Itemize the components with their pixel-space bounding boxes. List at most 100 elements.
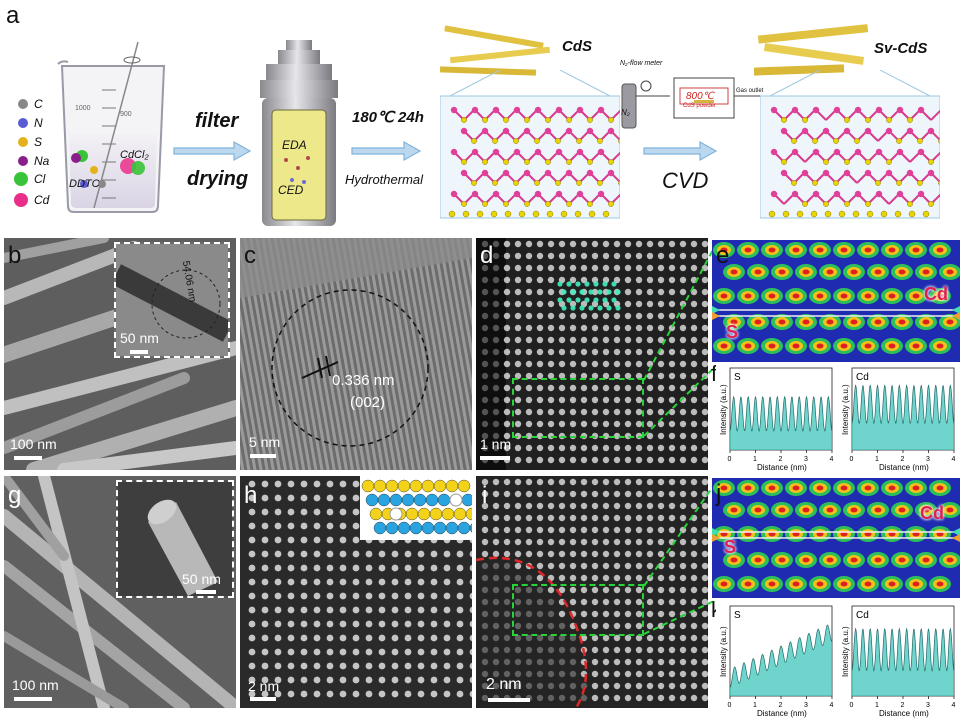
h-scale-bar (250, 697, 276, 701)
inset-h-model (360, 476, 472, 540)
panel-label-i: i (482, 482, 488, 509)
svg-text:3: 3 (926, 456, 930, 463)
svg-text:S: S (734, 610, 741, 621)
intensity-heatmap-e (712, 240, 960, 362)
selection-box-d (512, 378, 644, 438)
inset-g-scale-bar (196, 590, 216, 594)
furnace-label: CdS powder (683, 103, 717, 109)
intensity-map-e (712, 240, 960, 362)
panel-label-b: b (8, 242, 22, 269)
svg-text:Distance (nm): Distance (nm) (879, 463, 929, 472)
single-rod-tem (110, 244, 234, 356)
profile-chart-f-cd: Cd Intensity (a.u.) 0 1 2 3 4 Distance (nm) (841, 367, 956, 472)
legend-dot-icon (18, 99, 28, 109)
g-scale-label: 100 nm (12, 677, 59, 693)
haadf-image-d (476, 238, 708, 470)
svg-text:2: 2 (901, 702, 905, 709)
svg-text:4: 4 (952, 456, 956, 463)
beaker-scale: 1000 900 (75, 105, 132, 118)
svg-text:2: 2 (779, 456, 783, 463)
i-scale-label: 2 nm (486, 676, 522, 693)
b-scale-bar (14, 456, 42, 460)
selection-box-i (512, 584, 644, 636)
svg-text:3: 3 (926, 702, 930, 709)
atomic-model-inset (361, 479, 472, 535)
legend-item-n: N (18, 116, 43, 130)
cdcl2-label: CdCl₂ (120, 149, 149, 161)
panel-label-a: a (6, 2, 20, 29)
sv-cds-crystal-structure (760, 70, 940, 219)
lattice-fringes (240, 238, 472, 470)
d-spacing-label: 0.336 nm (332, 372, 395, 389)
panel-label-c: c (244, 242, 256, 269)
h-scale-label: 2 nm (248, 678, 280, 694)
panel-label-h: h (244, 482, 258, 509)
d-scale-bar (480, 456, 510, 460)
atomic-lattice-d (476, 238, 708, 470)
sv-cds-label: Sv-CdS (874, 40, 928, 57)
ddtc-label: DDTC (69, 178, 100, 190)
svg-text:Intensity (a.u.): Intensity (a.u.) (719, 626, 728, 677)
legend-dot-icon (14, 172, 28, 186)
sv-cds-nanorods-illustration (754, 24, 869, 76)
legend-item-na: Na (18, 154, 49, 168)
svg-text:0: 0 (850, 702, 854, 709)
legend-item-c: C (18, 97, 43, 111)
flow-meter-label: N₂-flow meter (620, 60, 663, 67)
e-cd-label: Cd (924, 284, 948, 304)
svg-text:Cd: Cd (856, 610, 869, 621)
svg-text:Intensity (a.u.): Intensity (a.u.) (841, 626, 850, 677)
plane-label: (002) (350, 394, 386, 411)
panel-label-g: g (8, 482, 22, 509)
svg-text:3: 3 (804, 702, 808, 709)
legend-item-cd: Cd (14, 193, 49, 207)
inset-b-scale-bar (130, 350, 148, 354)
arrow-icon (643, 140, 718, 162)
c-scale-bar (250, 454, 276, 458)
svg-text:Distance (nm): Distance (nm) (879, 709, 929, 718)
svg-text:2: 2 (901, 456, 905, 463)
g-scale-bar (14, 697, 52, 701)
zoom-connector-lines (643, 481, 717, 635)
cds-crystal-structure (440, 70, 620, 219)
svg-text:4: 4 (952, 702, 956, 709)
e-s-label: S (726, 322, 739, 342)
n2-label: N₂ (621, 108, 630, 117)
i-scale-bar (488, 698, 530, 702)
j-cd-label: Cd (920, 503, 944, 523)
gas-outlet-label: Gas outlet (736, 88, 764, 94)
sem-image-b (4, 238, 236, 470)
hrtem-image-h (240, 476, 472, 708)
svg-text:Intensity (a.u.): Intensity (a.u.) (719, 384, 728, 435)
svg-text:Distance (nm): Distance (nm) (757, 709, 807, 718)
intensity-heatmap-j (712, 478, 960, 598)
intensity-map-j (712, 478, 960, 598)
atomic-lattice-i (476, 476, 708, 708)
furnace-temp-label: 800℃ (686, 91, 714, 102)
autoclave-illustration (260, 40, 338, 226)
drying-label: drying (187, 168, 249, 190)
svg-text:2: 2 (779, 702, 783, 709)
svg-text:Cd: Cd (856, 372, 869, 383)
haadf-image-i (476, 476, 708, 708)
j-s-label: S (724, 537, 737, 557)
profile-chart-k-cd: Cd Intensity (a.u.) 0 1 2 3 4 Distance (nm) (841, 605, 956, 718)
legend-item-cl: Cl (14, 172, 45, 186)
panel-label-j: j (716, 480, 722, 507)
hrtem-image-c (240, 238, 472, 470)
svg-text:0: 0 (728, 456, 732, 463)
beaker-illustration (57, 41, 166, 213)
svg-text:1: 1 (753, 702, 757, 709)
svg-text:1: 1 (875, 456, 879, 463)
legend-item-s: S (18, 135, 42, 149)
profile-chart-f-s: S Intensity (a.u.) 0 1 2 3 4 Distance (nm) (719, 367, 834, 472)
line-profile-k-cd: Cd Intensity (a.u.) 0 1 2 3 4 Distance (nm) (838, 602, 960, 718)
legend-dot-icon (18, 137, 28, 147)
arrow-icon (173, 140, 252, 162)
svg-text:4: 4 (830, 456, 834, 463)
d-scale-label: 1 nm (480, 436, 512, 452)
svg-text:0: 0 (728, 702, 732, 709)
sem-image-g (4, 476, 236, 708)
ced-label: CED (278, 183, 304, 197)
arrow-icon (351, 140, 422, 162)
